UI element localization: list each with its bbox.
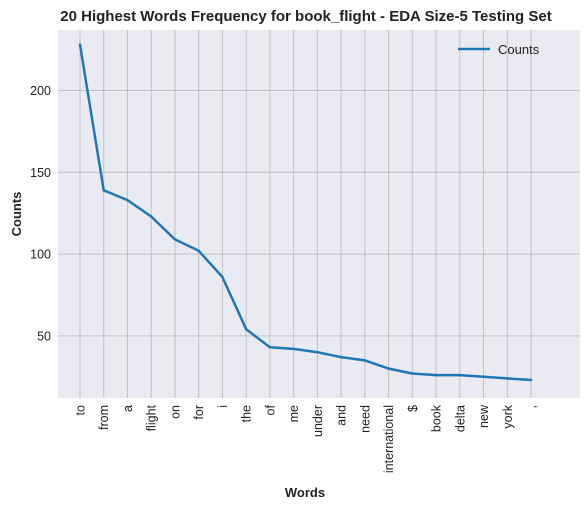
data-point — [221, 275, 224, 279]
x-tick-label: and — [335, 405, 349, 426]
data-point — [102, 189, 105, 192]
data-point — [173, 238, 177, 241]
x-tick-label: on — [168, 405, 182, 419]
data-point — [411, 372, 414, 375]
x-tick-label: york — [501, 404, 515, 428]
x-tick-labels: to from a flight on for i the of me under and need in… — [74, 404, 539, 473]
y-axis-label: Counts — [9, 192, 24, 237]
data-point — [316, 351, 319, 354]
data-point — [78, 43, 82, 46]
y-tick-label: 100 — [30, 248, 51, 262]
y-tick-label: 150 — [30, 166, 51, 180]
data-point — [387, 367, 390, 370]
series-layer — [78, 43, 533, 382]
data-point — [126, 198, 129, 202]
legend-label-counts: Counts — [498, 42, 540, 57]
y-tick-label: 50 — [37, 329, 51, 343]
data-point — [292, 347, 295, 351]
data-point — [434, 373, 438, 377]
y-tick-label: 200 — [30, 84, 51, 98]
x-tick-label: under — [311, 405, 325, 437]
x-tick-label: a — [121, 405, 135, 412]
data-point — [197, 249, 200, 252]
series-line-counts — [78, 43, 533, 382]
data-point — [363, 359, 367, 362]
x-tick-label: to — [74, 405, 88, 415]
x-tick-label: book — [430, 404, 444, 432]
x-tick-label: need — [358, 405, 372, 433]
x-tick-label: flight — [145, 404, 159, 431]
data-point — [339, 355, 343, 359]
legend: Counts — [458, 42, 540, 57]
x-tick-label: me — [287, 405, 301, 422]
data-point — [458, 373, 461, 377]
x-tick-label: the — [240, 405, 254, 422]
x-tick-label: delta — [453, 405, 467, 432]
plot-area — [58, 30, 580, 398]
data-point — [244, 328, 248, 331]
x-tick-label: from — [97, 405, 111, 430]
x-tick-label: for — [192, 405, 206, 420]
data-point — [150, 215, 153, 218]
x-tick-label: new — [477, 404, 491, 428]
grid-lines — [58, 30, 580, 398]
x-tick-label: , — [525, 405, 539, 408]
x-axis-label: Words — [285, 485, 325, 500]
y-tick-labels: 50 100 150 200 — [30, 84, 51, 343]
x-tick-label: of — [263, 404, 277, 415]
x-tick-label: international — [382, 405, 396, 473]
data-point — [268, 346, 272, 349]
x-tick-label: $ — [406, 405, 420, 412]
chart-title: 20 Highest Words Frequency for book_flig… — [60, 8, 551, 25]
data-point — [529, 378, 533, 382]
data-point — [482, 375, 485, 378]
data-point — [506, 377, 509, 380]
x-tick-label: i — [216, 405, 230, 408]
